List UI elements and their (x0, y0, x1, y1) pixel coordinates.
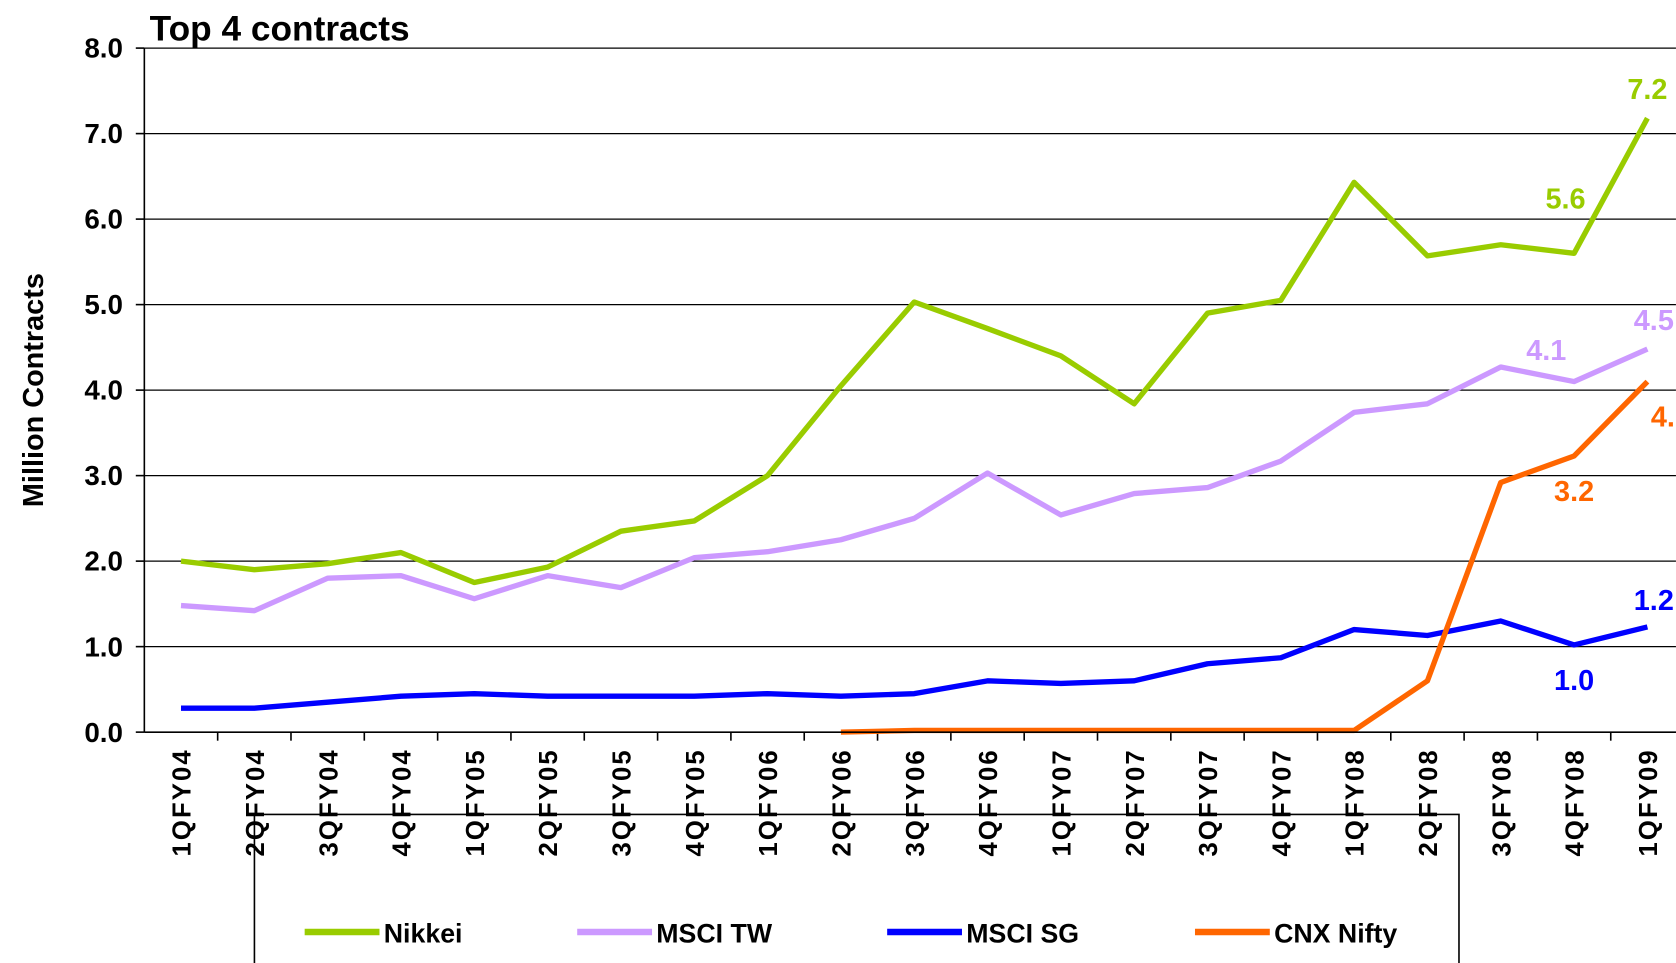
legend-label: MSCI TW (656, 919, 773, 949)
x-tick-label: 2QFY04 (242, 748, 270, 856)
series-line (181, 618, 1649, 711)
y-tick-label: 7.0 (84, 118, 123, 149)
y-tick-label: 8.0 (84, 33, 123, 64)
data-label: 1.0 (1554, 665, 1594, 697)
x-tick-label: 4QFY05 (682, 748, 710, 856)
x-tick-label: 1QFY04 (169, 748, 197, 856)
x-tick-label: 1QFY07 (1048, 748, 1076, 856)
data-label: 7.2 (1627, 74, 1667, 106)
x-tick-label: 3QFY06 (902, 748, 930, 856)
x-tick-label: 4QFY08 (1562, 748, 1590, 856)
data-label: 1.2 (1634, 585, 1674, 617)
x-tick-label: 3QFY08 (1488, 748, 1516, 856)
legend (253, 813, 1460, 963)
x-tick-label: 2QFY07 (1122, 748, 1150, 856)
x-tick-label: 3QFY04 (315, 748, 343, 856)
legend-label: CNX Nifty (1274, 919, 1397, 949)
x-tick-label: 2QFY08 (1415, 748, 1443, 856)
x-tick-label: 1QFY05 (462, 748, 490, 856)
data-label: 3.2 (1554, 476, 1594, 508)
y-tick-label: 1.0 (84, 631, 123, 662)
series-line (840, 379, 1650, 735)
x-tick-label: 1QFY06 (755, 748, 783, 856)
x-tick-label: 1QFY09 (1635, 748, 1663, 856)
x-tick-label: 2QFY06 (829, 748, 857, 856)
legend-label: Nikkei (384, 919, 463, 949)
x-tick-label: 4QFY07 (1268, 748, 1296, 856)
data-label: 5.6 (1545, 183, 1585, 215)
y-tick-label: 4.0 (84, 375, 123, 406)
x-tick-label: 4QFY06 (975, 748, 1003, 856)
data-label: 4.1 (1526, 335, 1566, 367)
y-tick-label: 6.0 (84, 204, 123, 235)
y-tick-label: 5.0 (84, 289, 123, 320)
x-tick-label: 4QFY04 (389, 748, 417, 856)
x-tick-label: 3QFY05 (609, 748, 637, 856)
y-tick-label: 2.0 (84, 546, 123, 577)
x-tick-label: 1QFY08 (1342, 748, 1370, 856)
x-tick-label: 2QFY05 (535, 748, 563, 856)
y-tick-label: 0.0 (84, 717, 123, 748)
chart-title: Top 4 contracts (150, 10, 410, 49)
plot-area: 5.6 7.2 4.1 4.5 1.0 1.2 3.2 4.1 (144, 47, 1676, 741)
series-line (180, 116, 1650, 586)
legend-label: MSCI SG (966, 919, 1079, 949)
data-label: 4.5 (1634, 305, 1674, 337)
data-label: 4.1 (1651, 401, 1676, 433)
series-line (180, 346, 1649, 614)
y-tick-label: 3.0 (84, 460, 123, 491)
x-tick-label: 3QFY07 (1195, 748, 1223, 856)
y-axis-label: Million Contracts (18, 273, 50, 507)
